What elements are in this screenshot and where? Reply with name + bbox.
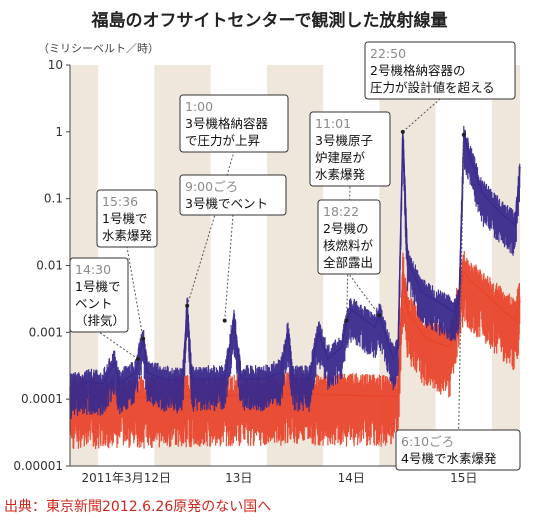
annotation-text: 炉建屋が: [315, 150, 366, 165]
annotation-frame: [309, 111, 391, 187]
annotation-frame: [179, 174, 287, 216]
annotation-point-marker: [344, 318, 349, 323]
annotation-time: 11:01: [315, 116, 351, 131]
annotation-leader-line: [348, 273, 380, 316]
annotation-point-marker: [222, 318, 227, 323]
y-tick-label: 1: [55, 125, 63, 139]
annotation-leader-line: [402, 98, 441, 133]
y-tick-label: 0.01: [36, 259, 63, 273]
annotation-text: 2号機の: [323, 221, 368, 236]
annotation-text: 3号機でベント: [185, 196, 268, 211]
annotation-time: 22:50: [370, 46, 406, 61]
annotation-text: 全部露出: [323, 255, 373, 270]
annotation-point-marker: [400, 129, 405, 134]
annotation-frame: [96, 189, 158, 248]
annotation-time: 14:30: [75, 262, 111, 277]
annotation-time: 18:22: [323, 204, 359, 219]
series-line-1: [69, 131, 521, 389]
annotation-frame: [395, 429, 521, 471]
annotation-text: 水素爆発: [315, 167, 366, 182]
annotation-point-marker: [185, 303, 190, 308]
y-tick-label: 0.00001: [13, 459, 63, 473]
chart-title: 福島のオフサイトセンターで観測した放射線量: [91, 11, 448, 31]
y-tick-label: 0.0001: [21, 392, 63, 406]
annotation-frame: [364, 41, 516, 100]
annotation-leader-line: [126, 246, 144, 339]
annotation-text: （排気）: [75, 313, 125, 328]
night-band: [491, 65, 520, 466]
annotation-text: 核燃料が: [323, 238, 374, 253]
annotation-box: 6:10ごろ 4号機で水素爆発: [395, 429, 521, 471]
annotation-leader-line: [224, 214, 234, 321]
annotation-text: 圧力が設計値を超える: [370, 80, 495, 95]
annotation-time: 6:10ごろ: [401, 434, 454, 449]
x-tick-label: 14日: [338, 471, 365, 485]
annotation-point-marker: [461, 132, 466, 137]
annotation-frame: [317, 199, 381, 275]
annotation-point-marker: [141, 336, 146, 341]
annotation-point-marker: [377, 313, 382, 318]
annotation-frame: [69, 257, 129, 333]
annotation-text: 4号機で水素爆発: [401, 451, 497, 466]
annotation-text: 1号機で: [102, 211, 147, 226]
annotation-text: で圧力が上昇: [185, 133, 260, 148]
annotation-text: 2号機格納容器の: [370, 63, 465, 78]
annotation-text: 3号機格納容器: [185, 116, 268, 131]
annotation-box: 9:00ごろ 3号機でベント: [179, 174, 287, 216]
annotation-text: 3号機原子: [315, 133, 373, 148]
annotation-time: 9:00ごろ: [185, 179, 238, 194]
y-axis-unit-label: （ミリシーベルト／時）: [38, 42, 159, 55]
annotation-leader-line: [98, 331, 139, 360]
y-tick-label: 10: [48, 58, 63, 72]
annotation-text: 水素爆発: [102, 228, 153, 243]
annotation-time: 1:00: [185, 99, 213, 114]
x-tick-label: 15日: [450, 471, 477, 485]
annotation-point-marker: [135, 356, 140, 361]
x-tick-label: 2011年3月12日: [82, 471, 171, 485]
y-tick-label: 0.001: [29, 325, 63, 339]
annotation-text: 1号機で: [75, 279, 120, 294]
y-tick-label: 0.1: [44, 192, 63, 206]
annotation-text: ベント: [75, 296, 113, 311]
source-credit: 出典：東京新聞2012.6.26原発のない国へ: [4, 499, 272, 515]
annotation-frame: [179, 94, 289, 153]
x-tick-label: 13日: [225, 471, 252, 485]
annotation-time: 15:36: [102, 194, 138, 209]
